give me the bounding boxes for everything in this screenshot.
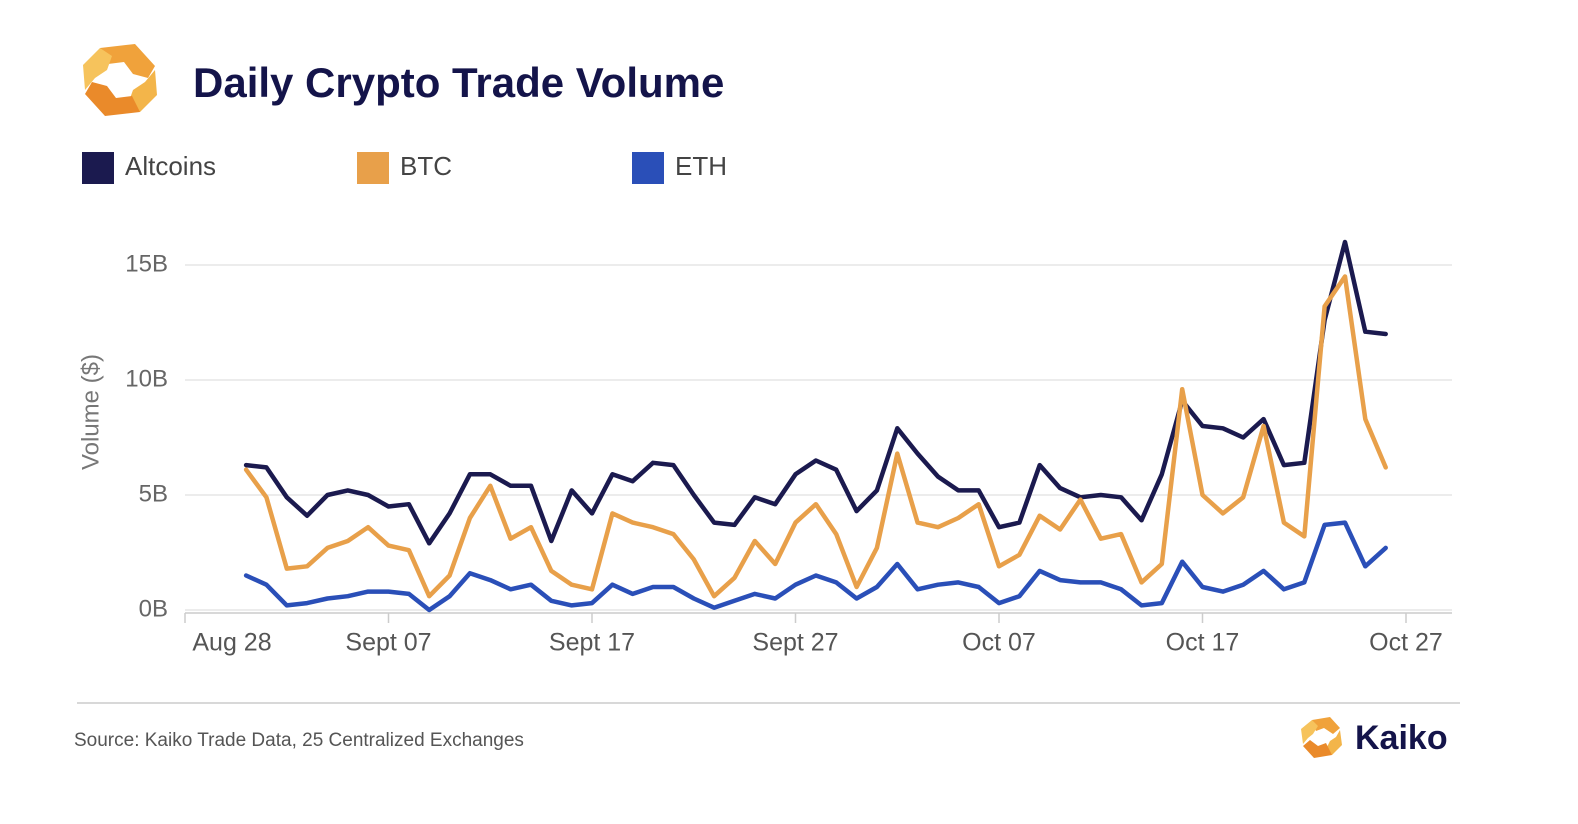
series-line [243,274,1388,599]
logo [83,44,157,116]
x-tick-label: Oct 27 [1369,629,1443,657]
x-tick-label: Aug 28 [192,629,271,657]
y-tick-label: 15B [125,250,168,277]
y-tick-label: 0B [139,595,168,622]
brand-name: Kaiko [1355,719,1448,757]
legend-label: BTC [400,151,452,181]
legend-swatch [632,152,664,184]
legend-label: ETH [675,151,727,181]
source-note: Source: Kaiko Trade Data, 25 Centralized… [74,730,524,751]
x-tick-label: Oct 17 [1166,629,1240,657]
y-tick-label: 5B [139,480,168,507]
x-tick-label: Sept 07 [345,629,431,657]
x-tick-label: Oct 07 [962,629,1036,657]
y-axis-label: Volume ($) [77,354,104,470]
brand-logo [1301,717,1342,758]
legend-swatch [82,152,114,184]
legend-label: Altcoins [125,151,216,181]
series-line [243,239,1388,546]
chart-title: Daily Crypto Trade Volume [193,59,724,106]
series-line [243,520,1388,613]
y-tick-label: 10B [125,365,168,392]
legend-swatch [357,152,389,184]
x-tick-label: Sept 27 [752,629,838,657]
x-tick-label: Sept 17 [549,629,635,657]
